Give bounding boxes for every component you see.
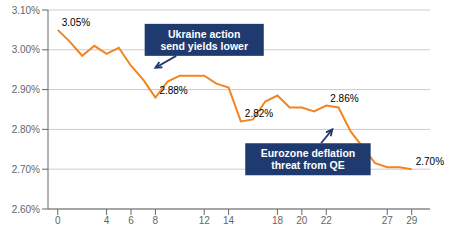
svg-text:22: 22 — [321, 215, 333, 226]
svg-text:Eurozone deflation: Eurozone deflation — [261, 147, 356, 159]
svg-text:8: 8 — [153, 215, 159, 226]
svg-text:2.70%: 2.70% — [12, 164, 40, 175]
svg-text:6: 6 — [128, 215, 134, 226]
svg-text:2.70%: 2.70% — [416, 156, 444, 167]
svg-text:2.82%: 2.82% — [245, 108, 273, 119]
svg-text:20: 20 — [296, 215, 308, 226]
svg-text:send yields lower: send yields lower — [160, 40, 248, 52]
svg-text:Ukraine action: Ukraine action — [168, 28, 240, 40]
svg-text:12: 12 — [199, 215, 211, 226]
svg-text:4: 4 — [104, 215, 110, 226]
svg-text:threat from QE: threat from QE — [271, 159, 345, 171]
svg-text:2.80%: 2.80% — [12, 124, 40, 135]
svg-text:3.05%: 3.05% — [62, 17, 90, 28]
svg-text:0: 0 — [55, 215, 61, 226]
svg-text:2.86%: 2.86% — [330, 93, 358, 104]
svg-text:29: 29 — [406, 215, 418, 226]
svg-text:2.90%: 2.90% — [12, 84, 40, 95]
svg-text:2.88%: 2.88% — [159, 85, 187, 96]
svg-text:3.00%: 3.00% — [12, 44, 40, 55]
svg-text:2.60%: 2.60% — [12, 204, 40, 215]
svg-text:14: 14 — [223, 215, 235, 226]
svg-text:3.10%: 3.10% — [12, 5, 40, 16]
svg-text:27: 27 — [382, 215, 394, 226]
svg-text:18: 18 — [272, 215, 284, 226]
